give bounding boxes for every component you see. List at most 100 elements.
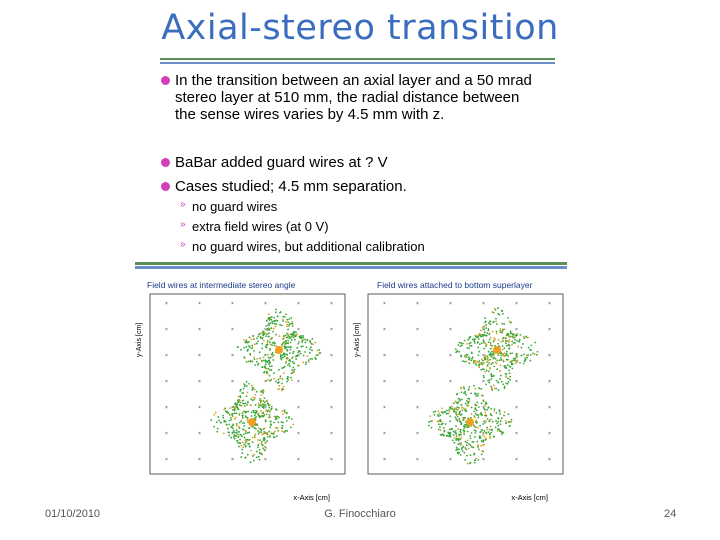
- field-point: [223, 408, 226, 411]
- field-point: [485, 431, 488, 434]
- field-point: [490, 385, 493, 388]
- field-point: [266, 440, 269, 442]
- field-point: [260, 390, 263, 393]
- field-point: [241, 441, 244, 444]
- field-point: [472, 362, 475, 364]
- field-point: [503, 323, 506, 325]
- wire-marker: ×: [383, 379, 386, 385]
- y-axis-label: y-Axis [cm]: [136, 323, 143, 357]
- field-point: [318, 349, 321, 351]
- field-point: [243, 443, 246, 446]
- field-point: [447, 431, 450, 434]
- field-point: [270, 315, 273, 318]
- wire-marker: ×: [330, 405, 333, 411]
- field-point: [509, 330, 512, 333]
- field-point: [258, 431, 261, 434]
- field-point: [497, 342, 499, 345]
- plot-frame: [149, 293, 346, 475]
- field-point: [292, 366, 295, 369]
- field-point: [529, 359, 532, 362]
- field-point: [271, 432, 274, 435]
- field-point: [492, 435, 495, 438]
- field-point: [455, 401, 458, 404]
- field-point: [227, 412, 230, 414]
- field-point: [260, 394, 263, 397]
- field-point: [511, 343, 513, 346]
- bullet-text: In the transition between an axial layer…: [175, 72, 532, 123]
- field-point: [508, 347, 511, 350]
- field-point: [523, 360, 526, 363]
- field-point: [265, 363, 267, 366]
- field-point: [281, 338, 284, 341]
- field-point: [496, 428, 499, 430]
- field-point: [289, 341, 292, 344]
- field-point: [272, 327, 275, 330]
- field-point: [249, 346, 251, 349]
- footer-page: 24: [664, 508, 677, 520]
- field-point: [459, 399, 461, 402]
- field-point: [286, 336, 288, 339]
- wire-marker: ×: [548, 327, 551, 333]
- field-point: [232, 427, 234, 430]
- field-point: [245, 380, 248, 383]
- field-point: [498, 359, 501, 362]
- field-point: [261, 433, 264, 436]
- field-point: [474, 430, 477, 432]
- field-point: [514, 358, 516, 360]
- field-point: [268, 329, 271, 331]
- field-point: [247, 410, 250, 413]
- field-point: [488, 333, 491, 336]
- field-point: [480, 342, 483, 345]
- field-point: [503, 385, 506, 388]
- field-point: [298, 364, 300, 367]
- field-point: [475, 409, 478, 412]
- field-point: [245, 345, 248, 348]
- field-point: [241, 435, 244, 438]
- field-point: [464, 447, 467, 449]
- field-point: [488, 338, 491, 341]
- field-point: [498, 313, 501, 316]
- wire-marker: ×: [330, 379, 333, 385]
- field-point: [273, 415, 276, 418]
- field-point: [216, 427, 219, 430]
- field-point: [453, 410, 455, 413]
- wire-marker: ×: [330, 431, 333, 437]
- field-point: [235, 424, 238, 427]
- field-point: [478, 343, 481, 346]
- field-point: [480, 402, 483, 405]
- field-point: [237, 430, 240, 433]
- field-point: [254, 414, 256, 417]
- field-point: [454, 407, 457, 410]
- field-point: [465, 360, 468, 363]
- wire-marker: ×: [515, 327, 518, 333]
- field-point: [440, 434, 443, 437]
- field-point: [268, 416, 271, 418]
- field-point: [233, 434, 236, 436]
- wire-marker: ×: [198, 327, 201, 333]
- field-point: [512, 333, 515, 336]
- field-point: [514, 342, 516, 344]
- field-point: [255, 415, 257, 418]
- field-point: [508, 372, 511, 375]
- field-point: [479, 431, 482, 434]
- field-point: [477, 334, 480, 337]
- field-point: [494, 338, 497, 341]
- field-point: [493, 307, 496, 310]
- wire-marker: ×: [264, 457, 267, 463]
- field-point: [296, 347, 299, 349]
- field-point: [483, 331, 486, 334]
- field-point: [300, 335, 303, 338]
- field-point: [486, 426, 489, 429]
- field-point: [505, 372, 508, 375]
- field-point: [495, 320, 498, 323]
- field-point: [252, 338, 255, 340]
- field-point: [265, 325, 267, 327]
- field-point: [509, 375, 512, 378]
- field-point: [459, 444, 462, 446]
- field-point: [314, 341, 317, 344]
- field-point: [505, 354, 508, 357]
- field-point: [274, 342, 277, 345]
- wire-marker: ×: [515, 353, 518, 359]
- field-point: [450, 405, 453, 408]
- field-point: [500, 340, 503, 343]
